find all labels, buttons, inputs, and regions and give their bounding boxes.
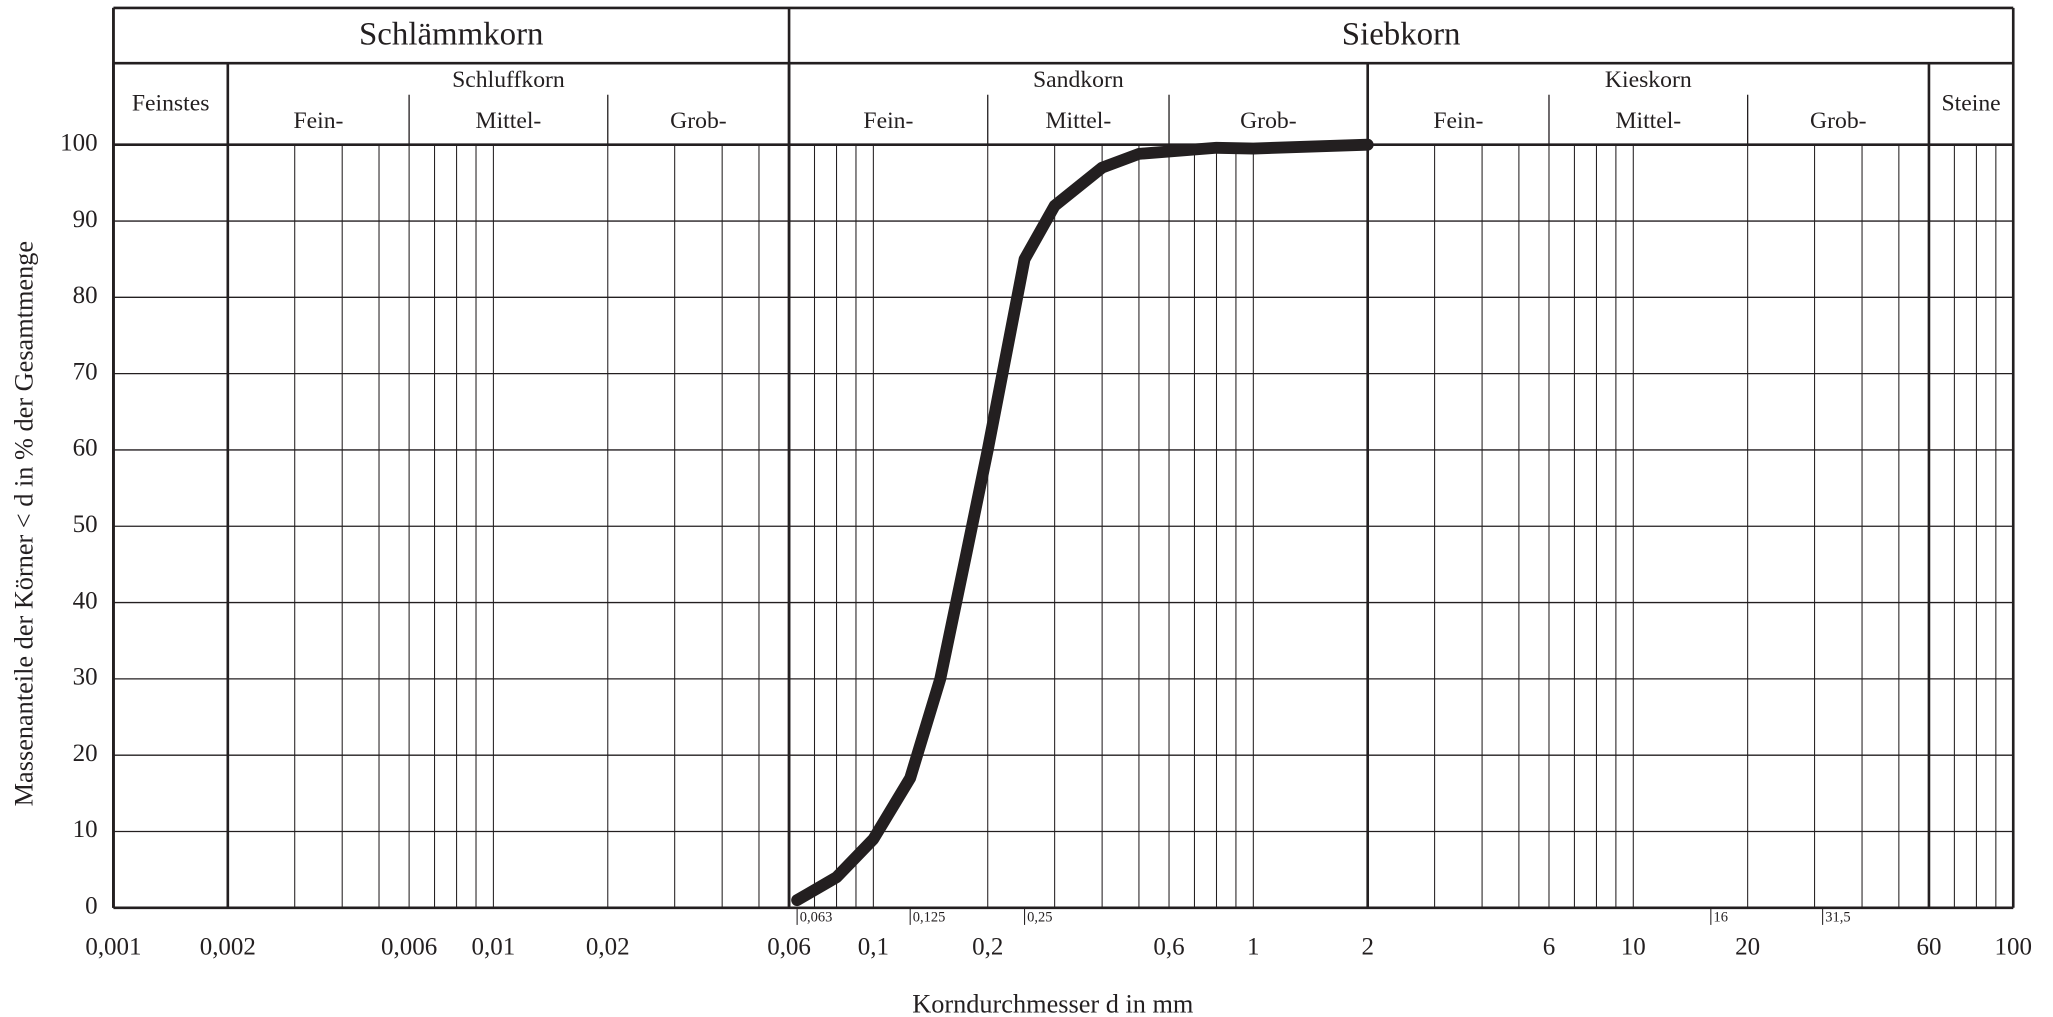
x-tick-label: 0,006 [381, 933, 437, 960]
y-tick-label: 40 [73, 587, 98, 614]
minor-tick-label: 31,5 [1825, 910, 1850, 926]
minor-tick-label: 0,063 [800, 910, 833, 926]
x-tick-label: 2 [1361, 933, 1374, 960]
y-tick-label: 20 [73, 740, 98, 767]
x-axis-label: Korndurchmesser d in mm [912, 990, 1194, 1017]
x-tick-label: 6 [1543, 933, 1556, 960]
y-tick-label: 50 [73, 511, 98, 538]
group-label: Schlämmkorn [359, 16, 543, 52]
sub-class-label: Mittel- [476, 108, 542, 134]
y-tick-label: 70 [73, 358, 98, 385]
sub-class-label: Grob- [1810, 108, 1867, 134]
group-label: Siebkorn [1342, 16, 1461, 52]
sub-class-label: Mittel- [1615, 108, 1681, 134]
minor-tick-label: 0,25 [1027, 910, 1052, 926]
minor-tick-label: 0,125 [913, 910, 946, 926]
x-tick-label: 0,2 [972, 933, 1003, 960]
x-tick-label: 0,06 [767, 933, 811, 960]
sub-class-label: Fein- [1433, 108, 1483, 134]
y-tick-label: 80 [73, 282, 98, 309]
x-tick-label: 0,001 [85, 933, 141, 960]
class-label: Kieskorn [1605, 67, 1692, 93]
class-label: Schluffkorn [452, 67, 565, 93]
class-label: Steine [1942, 91, 2001, 117]
sub-class-label: Grob- [1240, 108, 1297, 134]
sub-class-label: Fein- [863, 108, 913, 134]
y-tick-label: 0 [85, 893, 98, 920]
class-label: Sandkorn [1033, 67, 1124, 93]
x-tick-label: 60 [1916, 933, 1941, 960]
x-tick-label: 0,6 [1153, 933, 1184, 960]
x-tick-label: 20 [1735, 933, 1760, 960]
x-tick-label: 0,1 [858, 933, 889, 960]
x-tick-label: 0,002 [200, 933, 256, 960]
y-tick-label: 60 [73, 435, 98, 462]
y-tick-label: 90 [73, 206, 98, 233]
x-tick-label: 1 [1247, 933, 1259, 960]
sub-class-label: Mittel- [1046, 108, 1112, 134]
x-tick-label: 100 [1994, 933, 2031, 960]
grading-curve [791, 138, 1374, 907]
sub-class-label: Fein- [293, 108, 343, 134]
y-tick-label: 30 [73, 664, 98, 691]
y-tick-label: 100 [60, 129, 97, 156]
x-tick-label: 0,01 [472, 933, 516, 960]
y-axis-label: Massenanteile der Körner < d in % der Ge… [10, 241, 39, 806]
x-tick-label: 0,02 [586, 933, 630, 960]
y-tick-label: 10 [73, 816, 98, 843]
minor-tick-label: 16 [1713, 910, 1727, 926]
x-tick-label: 10 [1621, 933, 1646, 960]
sub-class-label: Grob- [670, 108, 727, 134]
class-label: Feinstes [132, 91, 210, 117]
